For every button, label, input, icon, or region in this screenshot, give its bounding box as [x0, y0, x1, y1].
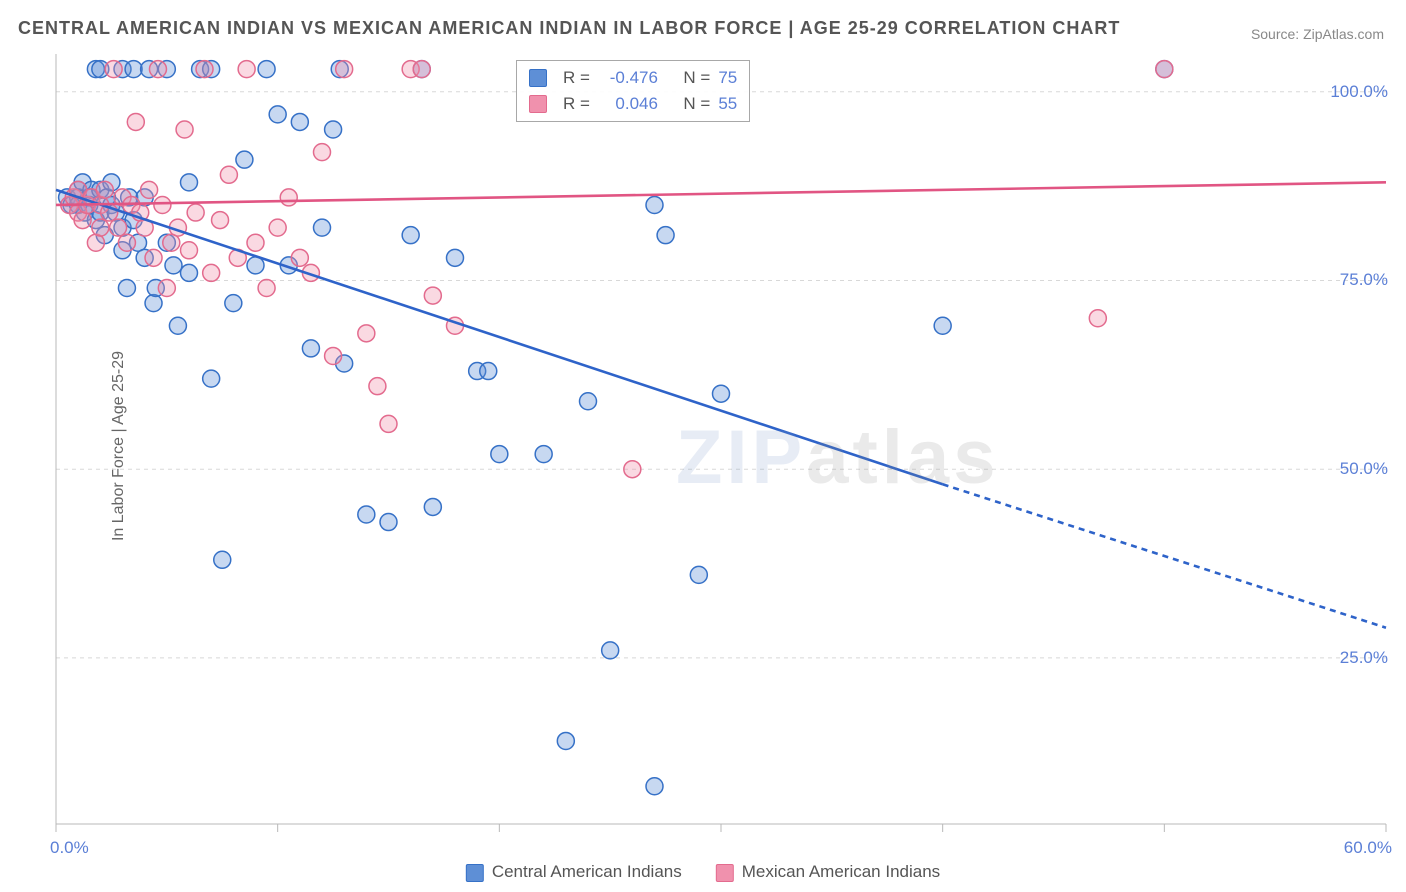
- r-label: R =: [563, 91, 590, 117]
- legend-item-mexican: Mexican American Indians: [716, 862, 940, 882]
- legend-swatch-icon: [716, 864, 734, 882]
- x-tick-start: 0.0%: [50, 838, 89, 858]
- source-label: Source: ZipAtlas.com: [1251, 26, 1384, 42]
- r-label: R =: [563, 65, 590, 91]
- y-tick-label: 100.0%: [1330, 82, 1388, 102]
- legend-label: Mexican American Indians: [742, 862, 940, 881]
- n-value: 55: [718, 91, 737, 117]
- n-label: N =: [683, 91, 710, 117]
- r-value: -0.476: [598, 65, 658, 91]
- legend-swatch-icon: [466, 864, 484, 882]
- x-tick-end: 60.0%: [1344, 838, 1392, 858]
- r-value: 0.046: [598, 91, 658, 117]
- legend-row: R = 0.046 N = 55: [529, 91, 737, 117]
- y-tick-label: 75.0%: [1340, 270, 1388, 290]
- y-tick-label: 25.0%: [1340, 648, 1388, 668]
- series-legend: Central American Indians Mexican America…: [466, 862, 940, 882]
- legend-label: Central American Indians: [492, 862, 682, 881]
- legend-row: R = -0.476 N = 75: [529, 65, 737, 91]
- legend-swatch-icon: [529, 69, 547, 87]
- legend-item-central: Central American Indians: [466, 862, 682, 882]
- n-label: N =: [683, 65, 710, 91]
- legend-swatch-icon: [529, 95, 547, 113]
- scatter-svg: [56, 54, 1386, 824]
- chart-title: CENTRAL AMERICAN INDIAN VS MEXICAN AMERI…: [18, 18, 1120, 39]
- plot-area: ZIPatlas R = -0.476 N = 75R = 0.046 N = …: [56, 54, 1386, 824]
- n-value: 75: [718, 65, 737, 91]
- y-tick-label: 50.0%: [1340, 459, 1388, 479]
- correlation-legend: R = -0.476 N = 75R = 0.046 N = 55: [516, 60, 750, 122]
